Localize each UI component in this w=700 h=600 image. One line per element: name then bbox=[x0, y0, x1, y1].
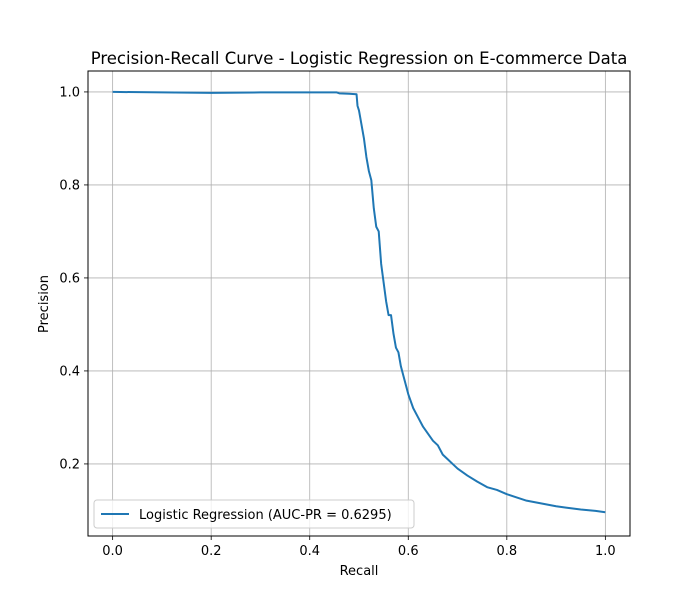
series-line bbox=[112, 90, 606, 514]
x-tick-label: 0.0 bbox=[102, 544, 123, 559]
y-axis-label: Precision bbox=[37, 275, 52, 333]
y-tick-label: 0.4 bbox=[59, 364, 80, 379]
x-tick-label: 0.6 bbox=[398, 544, 419, 559]
axis-ticks: 0.0 0.2 0.4 0.6 0.8 1.0 0.2 0.4 0.6 0.8 1.0 bbox=[59, 85, 615, 559]
y-tick-label: 0.6 bbox=[59, 271, 80, 286]
grid-lines bbox=[88, 71, 630, 536]
plot-area-frame bbox=[87, 70, 631, 537]
y-tick-label: 0.8 bbox=[59, 178, 80, 193]
x-tick-label: 0.2 bbox=[201, 544, 222, 559]
series-lines bbox=[112, 90, 606, 514]
chart-title: Precision-Recall Curve - Logistic Regres… bbox=[91, 49, 628, 68]
legend: Logistic Regression (AUC-PR = 0.6295) bbox=[93, 499, 415, 529]
x-tick-label: 0.4 bbox=[299, 544, 320, 559]
legend-label: Logistic Regression (AUC-PR = 0.6295) bbox=[139, 508, 392, 523]
x-axis-label: Recall bbox=[340, 564, 379, 579]
legend-box bbox=[93, 499, 415, 529]
y-tick-label: 0.2 bbox=[59, 457, 80, 472]
x-tick-label: 1.0 bbox=[595, 544, 616, 559]
y-tick-label: 1.0 bbox=[59, 85, 80, 100]
x-tick-label: 0.8 bbox=[496, 544, 517, 559]
